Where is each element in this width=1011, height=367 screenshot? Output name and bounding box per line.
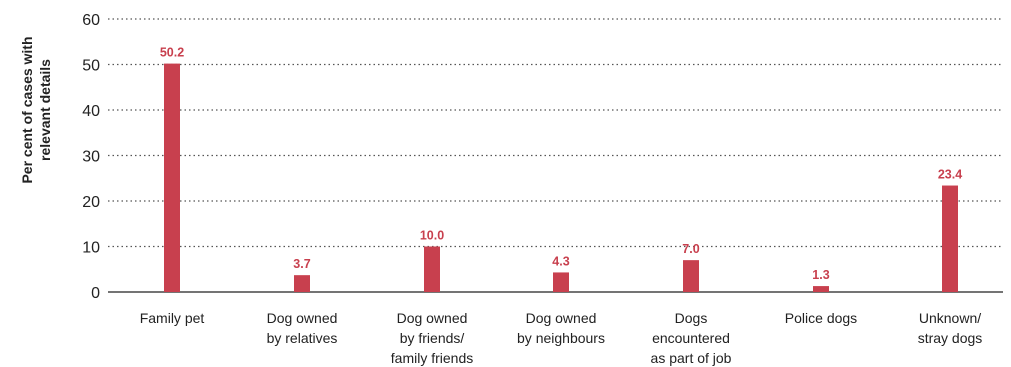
bar	[683, 260, 699, 292]
data-label: 23.4	[938, 168, 962, 182]
data-labels: 50.2 3.7 10.0 4.3 7.0 1.3 23.4	[160, 46, 962, 282]
data-label: 3.7	[293, 257, 310, 271]
x-category-label: Dog owned by friends/family friends	[391, 310, 473, 366]
y-tick-label: 60	[82, 12, 100, 29]
x-category-label: Dog owned by neighbours	[517, 310, 605, 346]
y-axis-title: Per cent of cases with relevant details	[19, 36, 53, 183]
bar	[424, 246, 440, 292]
bar	[942, 185, 958, 292]
data-label: 4.3	[552, 254, 569, 268]
bar	[164, 63, 180, 293]
data-label: 1.3	[812, 268, 829, 282]
bar	[813, 286, 829, 292]
x-category-label: Family pet	[140, 310, 205, 326]
bars	[164, 63, 958, 293]
y-axis-ticks: 0 10 20 30 40 50 60	[82, 12, 100, 302]
data-label: 7.0	[682, 242, 699, 256]
y-tick-label: 20	[82, 194, 100, 211]
x-category-label: Dog owned by relatives	[267, 310, 338, 346]
data-label: 10.0	[420, 229, 444, 243]
x-axis-category-labels: Family pet Dog owned by relatives Dog owned…	[140, 310, 983, 366]
x-category-label: Unknown/stray dogs	[918, 310, 983, 346]
x-category-label: Dogs encountered as part of job	[651, 310, 732, 366]
x-category-label: Police dogs	[785, 310, 857, 326]
y-tick-label: 10	[82, 240, 100, 257]
y-tick-label: 50	[82, 58, 100, 75]
y-tick-label: 30	[82, 149, 100, 166]
bar	[553, 272, 569, 292]
y-tick-label: 40	[82, 103, 100, 120]
data-label: 50.2	[160, 46, 184, 60]
y-tick-label: 0	[91, 285, 100, 302]
y-axis-label: Per cent of cases with relevant details	[19, 36, 53, 183]
bar	[294, 275, 310, 292]
gridlines	[108, 18, 1003, 293]
